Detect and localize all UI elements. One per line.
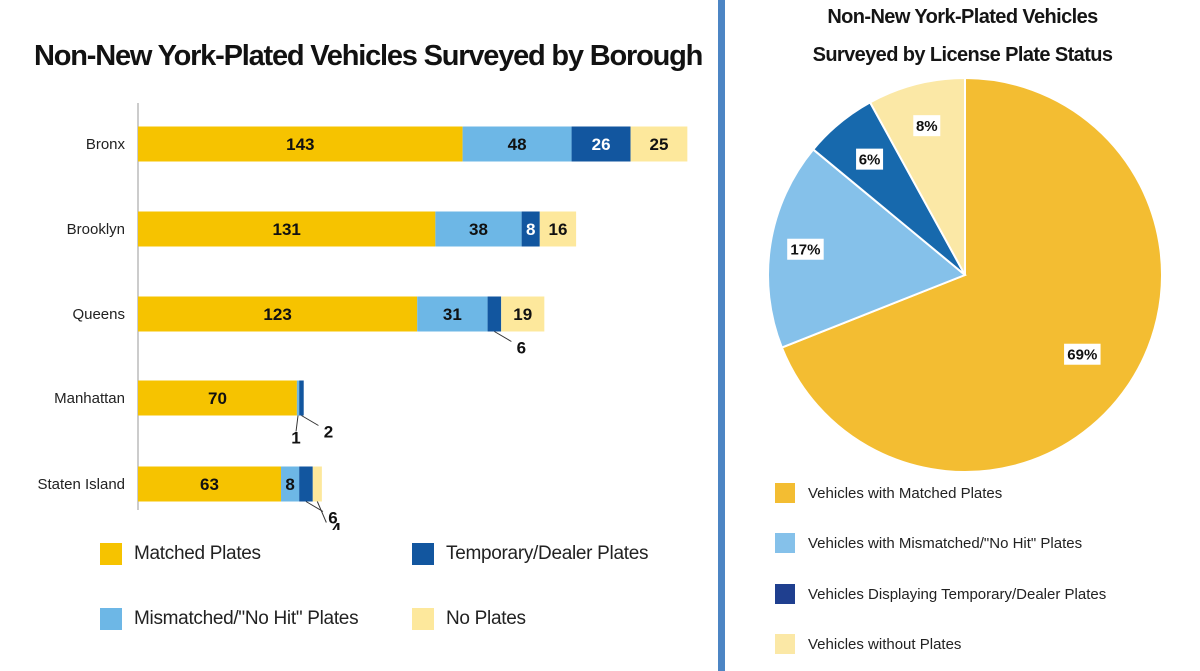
pie-legend-item-mismatched: Vehicles with Mismatched/"No Hit" Plates (775, 533, 1082, 553)
bar-bronx-matched-plates (138, 126, 463, 162)
category-label-queens: Queens (72, 306, 125, 323)
pie-slice-vehicles-with-mismatched-no-hit-plates (767, 148, 967, 349)
legend-item-matched: Matched Plates (100, 543, 261, 565)
leader-line-manhattan-mismatched-no-hit-plates (295, 415, 299, 432)
pie-label-vehicles-with-matched-plates: 69% (1067, 347, 1097, 364)
pie-label-box-vehicles-with-mismatched-no-hit-plates (787, 238, 824, 260)
value-label-staten-island-temporary-dealer-plates: 6 (328, 509, 337, 528)
leader-line-queens-temporary-dealer-plates (494, 331, 512, 342)
pie-label-box-vehicles-with-matched-plates (1064, 343, 1101, 365)
pie-legend-label-mismatched: Vehicles with Mismatched/"No Hit" Plates (808, 534, 1083, 552)
category-label-bronx: Bronx (86, 136, 126, 153)
bar-manhattan-mismatched-no-hit-plates (296, 380, 300, 416)
value-label-staten-island-matched-plates: 63 (200, 475, 219, 494)
value-label-queens-mismatched-no-hit-plates: 31 (443, 305, 462, 324)
pie-legend-label-temporary: Vehicles Displaying Temporary/Dealer Pla… (808, 585, 1107, 603)
pie-label-vehicles-with-mismatched-no-hit-plates: 17% (790, 242, 820, 259)
bar-bronx-mismatched-no-hit-plates (462, 126, 572, 162)
value-label-manhattan-mismatched-no-hit-plates: 1 (291, 429, 300, 448)
category-label-manhattan: Manhattan (54, 390, 125, 407)
pie-label-vehicles-displaying-temporary-dealer-plates: 6% (859, 152, 881, 169)
panel-divider (718, 0, 725, 671)
pie-label-box-vehicles-displaying-temporary-dealer-plates (856, 148, 884, 170)
pie-legend-swatch-no-plates (775, 634, 795, 654)
pie-chart-plot: 69% 17% 6% 8% (767, 76, 1163, 473)
legend-label-mismatched: Mismatched/"No Hit" Plates (134, 608, 359, 629)
legend-swatch-temporary (412, 543, 434, 565)
legend-swatch-mismatched (100, 608, 122, 630)
pie-chart-title-line-2: Surveyed by License Plate Status (812, 44, 1113, 66)
pie-chart-panel: Non-New York-Plated Vehicles Surveyed by… (725, 0, 1200, 671)
value-label-brooklyn-temporary-dealer-plates: 8 (526, 220, 535, 239)
legend-swatch-no-plates (412, 608, 434, 630)
value-label-bronx-no-plates: 25 (650, 135, 669, 154)
pie-legend-item-matched: Vehicles with Matched Plates (775, 483, 1002, 503)
pie-slice-vehicles-without-plates (868, 76, 966, 276)
legend-label-no-plates: No Plates (446, 608, 526, 629)
legend-item-temporary: Temporary/Dealer Plates (412, 543, 648, 565)
pie-slice-vehicles-with-matched-plates (780, 76, 1163, 473)
leader-line-staten-island-no-plates (316, 501, 327, 523)
category-label-brooklyn: Brooklyn (67, 221, 125, 238)
bar-staten-island-matched-plates (138, 466, 282, 502)
legend-label-temporary: Temporary/Dealer Plates (446, 543, 649, 564)
pie-chart-title-line-1: Non-New York-Plated Vehicles (827, 6, 1098, 28)
bar-brooklyn-matched-plates (138, 211, 436, 247)
bar-queens-mismatched-no-hit-plates (417, 296, 488, 332)
value-label-queens-matched-plates: 123 (263, 305, 291, 324)
pie-legend-label-matched: Vehicles with Matched Plates (808, 484, 1003, 502)
pie-label-box-vehicles-without-plates (913, 115, 941, 137)
bar-brooklyn-no-plates (539, 211, 577, 247)
bar-chart-title: Non-New York-Plated Vehicles Surveyed by… (34, 40, 703, 72)
bar-brooklyn-temporary-dealer-plates (521, 211, 540, 247)
bar-queens-temporary-dealer-plates (487, 296, 502, 332)
value-label-queens-no-plates: 19 (513, 305, 532, 324)
pie-legend-swatch-matched (775, 483, 795, 503)
pie-legend-swatch-mismatched (775, 533, 795, 553)
value-label-queens-temporary-dealer-plates: 6 (517, 339, 526, 358)
value-label-brooklyn-matched-plates: 131 (272, 220, 300, 239)
pie-legend-label-no-plates: Vehicles without Plates (808, 635, 962, 653)
bar-manhattan-matched-plates (138, 380, 297, 416)
bar-brooklyn-mismatched-no-hit-plates (435, 211, 522, 247)
value-label-staten-island-mismatched-no-hit-plates: 8 (285, 475, 294, 494)
category-label-staten-island: Staten Island (37, 476, 125, 493)
value-label-manhattan-temporary-dealer-plates: 2 (324, 423, 333, 442)
bar-chart-panel: Non-New York-Plated Vehicles Surveyed by… (34, 40, 703, 630)
bar-staten-island-mismatched-no-hit-plates (281, 466, 300, 502)
legend-item-mismatched: Mismatched/"No Hit" Plates (100, 608, 359, 630)
bar-manhattan-temporary-dealer-plates (299, 380, 304, 416)
pie-legend-item-temporary: Vehicles Displaying Temporary/Dealer Pla… (775, 584, 1106, 604)
leader-line-staten-island-temporary-dealer-plates (305, 501, 324, 512)
pie-legend-item-no-plates: Vehicles without Plates (775, 634, 961, 654)
leader-line-manhattan-temporary-dealer-plates (301, 415, 319, 426)
pie-label-vehicles-without-plates: 8% (916, 118, 938, 135)
value-label-bronx-temporary-dealer-plates: 26 (592, 135, 611, 154)
value-label-bronx-matched-plates: 143 (286, 135, 314, 154)
bar-staten-island-temporary-dealer-plates (299, 466, 313, 502)
bar-queens-matched-plates (138, 296, 418, 332)
bar-bronx-no-plates (630, 126, 688, 162)
pie-legend-swatch-temporary (775, 584, 795, 604)
bar-staten-island-no-plates (312, 466, 322, 502)
legend-item-no-plates: No Plates (412, 608, 526, 630)
value-label-bronx-mismatched-no-hit-plates: 48 (508, 135, 527, 154)
legend-swatch-matched (100, 543, 122, 565)
value-label-brooklyn-mismatched-no-hit-plates: 38 (469, 220, 488, 239)
bar-bronx-temporary-dealer-plates (571, 126, 631, 162)
legend-label-matched: Matched Plates (134, 543, 261, 564)
value-label-brooklyn-no-plates: 16 (548, 220, 567, 239)
value-label-manhattan-matched-plates: 70 (208, 389, 227, 408)
bar-queens-no-plates (501, 296, 545, 332)
value-label-staten-island-no-plates: 4 (332, 520, 342, 531)
